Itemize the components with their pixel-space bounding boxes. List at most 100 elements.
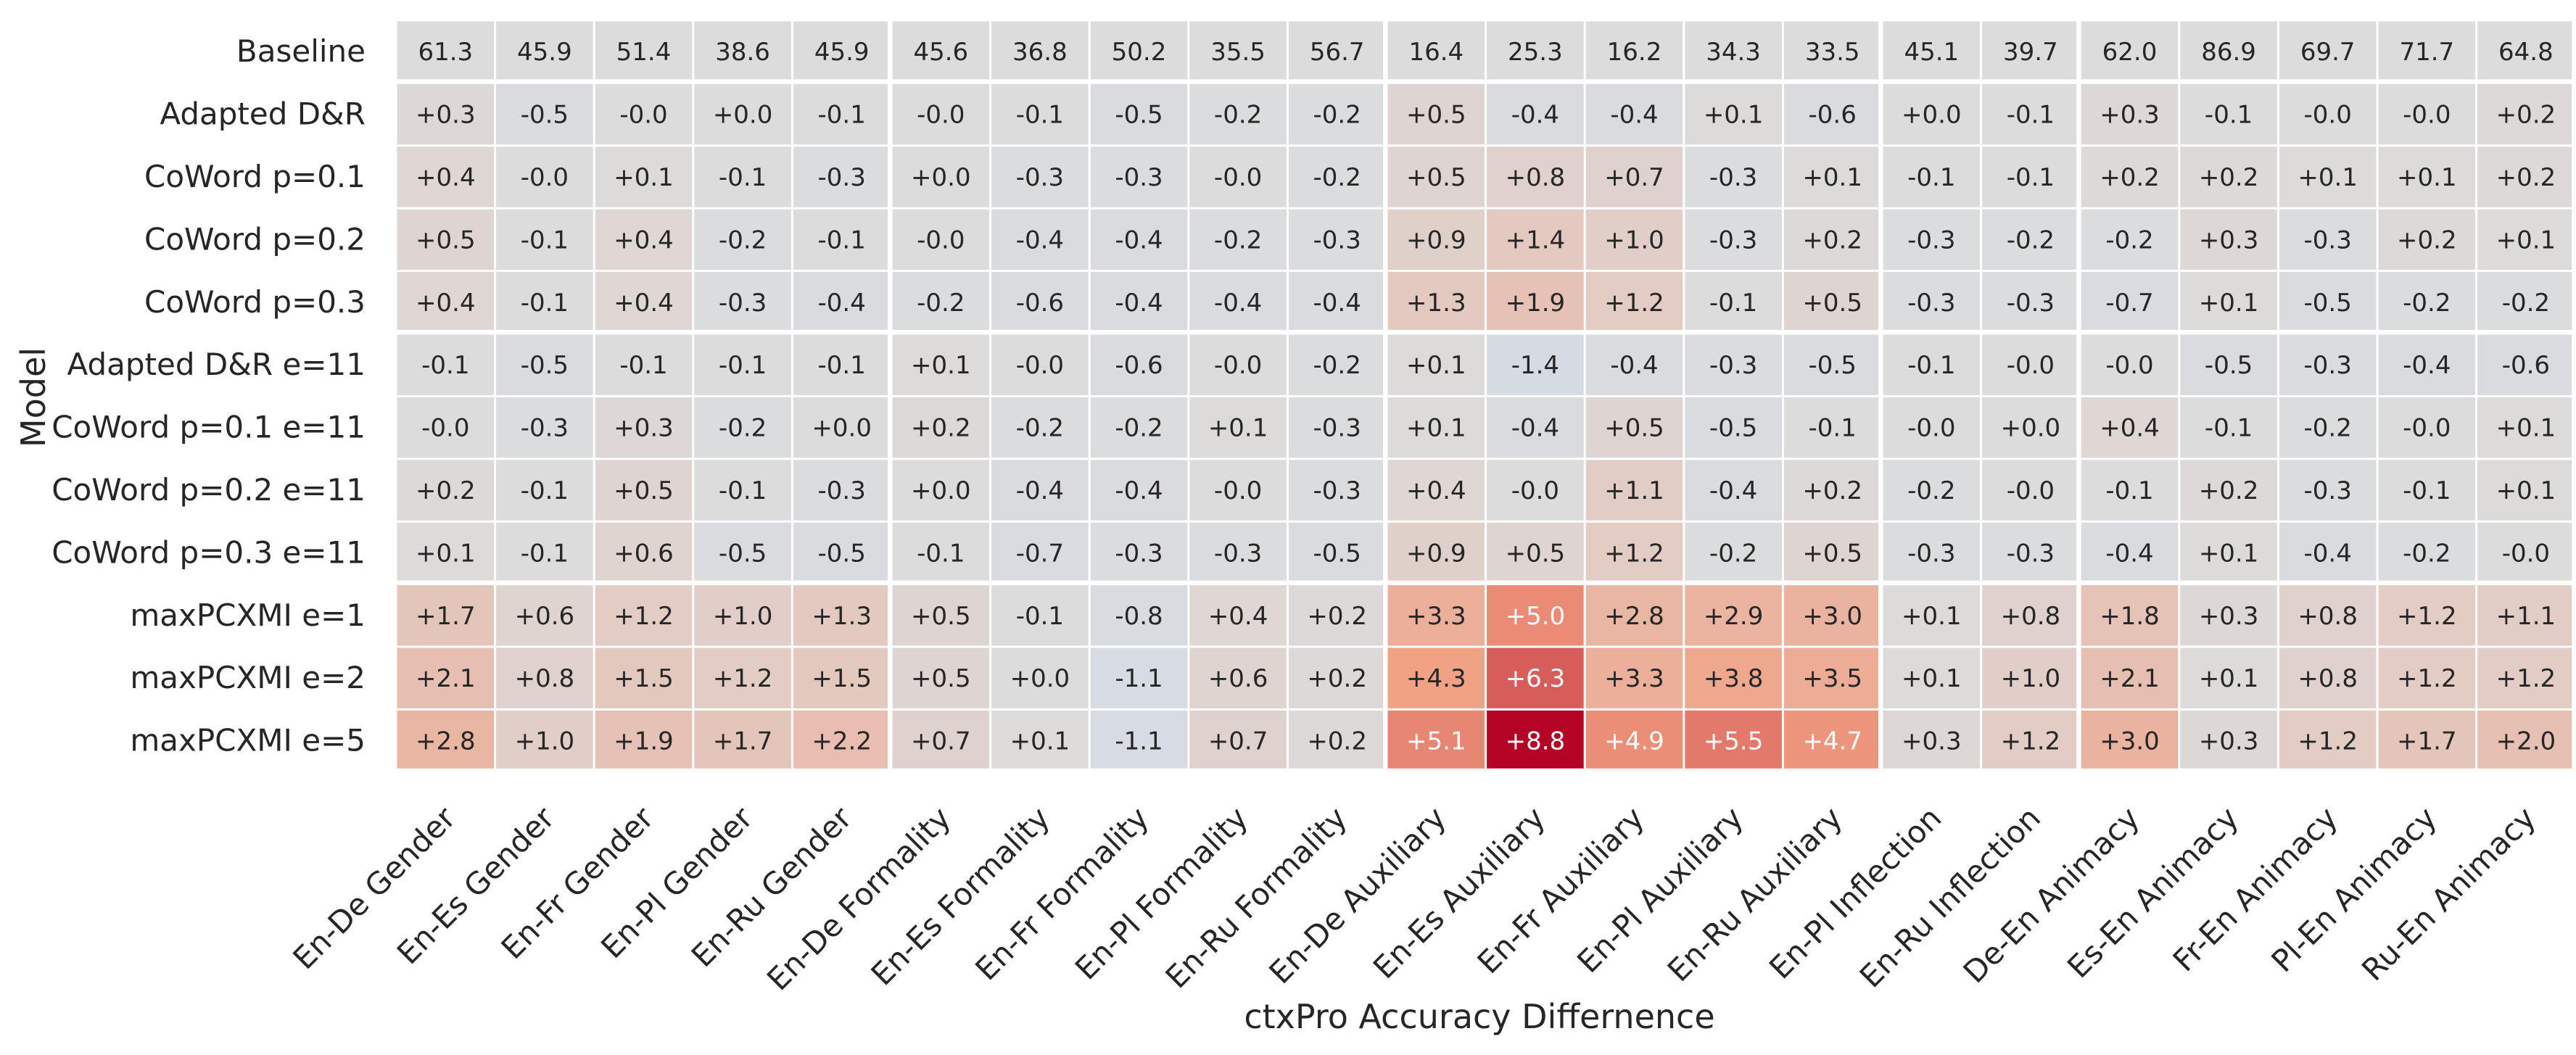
- heatmap-cell: [1685, 585, 1782, 646]
- cell-value-label: -0.2: [1313, 101, 1361, 130]
- cell-value-label: +1.9: [1506, 289, 1566, 318]
- cell-value-label: 16.4: [1408, 38, 1464, 67]
- cell-value-label: -0.4: [1016, 476, 1064, 505]
- heatmap-cell: [892, 648, 990, 708]
- heatmap-cell: [2378, 397, 2476, 458]
- heatmap-cell: [1685, 21, 1782, 80]
- heatmap-cell: [1982, 209, 2077, 270]
- cell-value-label: +0.1: [1802, 163, 1862, 192]
- heatmap-cell: [991, 209, 1089, 270]
- heatmap-cell: [1883, 522, 1981, 581]
- cell-value-label: -0.1: [1907, 351, 1955, 380]
- cell-value-label: -0.3: [818, 163, 866, 192]
- cell-value-label: +0.2: [2100, 163, 2160, 192]
- cell-value-label: +0.5: [1406, 163, 1466, 192]
- cell-value-label: -0.2: [2007, 226, 2055, 255]
- heatmap-cell: [694, 648, 791, 708]
- cell-value-label: +0.0: [2001, 414, 2061, 443]
- heatmap-cell: [1090, 334, 1188, 395]
- heatmap-cell: [1783, 21, 1878, 80]
- heatmap-cell: [2279, 460, 2377, 521]
- heatmap-cell: [1487, 21, 1584, 80]
- heatmap-cell: [1585, 460, 1683, 521]
- cell-value-label: +0.4: [416, 163, 476, 192]
- column-label: En-Pl Inflection: [1762, 800, 1948, 985]
- cell-value-label: -0.1: [2205, 101, 2253, 130]
- cell-value-label: -0.5: [2205, 351, 2253, 380]
- cell-value-label: -0.2: [2403, 289, 2451, 318]
- cell-value-label: -0.4: [2304, 539, 2352, 568]
- cell-value-label: -0.3: [719, 289, 767, 318]
- heatmap-cell: [2279, 146, 2377, 207]
- row-label: Adapted D&R: [160, 96, 366, 132]
- heatmap-cell: [793, 146, 888, 207]
- cell-value-label: +4.9: [1604, 727, 1664, 756]
- cell-value-label: -0.5: [521, 351, 569, 380]
- heatmap-cell: [496, 146, 593, 207]
- heatmap-cell: [1288, 397, 1383, 458]
- heatmap-cell: [1487, 83, 1584, 145]
- cell-value-label: -0.1: [719, 163, 767, 192]
- cell-value-label: +2.2: [812, 727, 872, 756]
- heatmap-cell: [595, 83, 693, 145]
- cell-value-label: +0.1: [1704, 101, 1764, 130]
- heatmap-cell: [595, 522, 693, 581]
- cell-value-label: +1.1: [2496, 602, 2556, 631]
- heatmap-cell: [1189, 460, 1287, 521]
- cell-value-label: +0.8: [2298, 602, 2358, 631]
- row-label: CoWord p=0.3: [144, 284, 366, 320]
- heatmap-cell: [2180, 83, 2277, 145]
- cell-value-label: -0.2: [1907, 476, 1955, 505]
- cell-value-label: +0.5: [416, 226, 476, 255]
- heatmap-cell: [1487, 710, 1584, 769]
- cell-value-label: +0.7: [1208, 727, 1268, 756]
- cell-value-label: +1.5: [812, 664, 872, 693]
- cell-value-label: -0.5: [1809, 351, 1857, 380]
- cell-value-label: -0.2: [1214, 226, 1262, 255]
- cell-value-label: 64.8: [2498, 38, 2554, 67]
- heatmap-cell: [1189, 648, 1287, 708]
- heatmap-cell: [892, 460, 990, 521]
- cell-value-label: -0.3: [818, 476, 866, 505]
- heatmap-cell: [1288, 209, 1383, 270]
- heatmap-cell: [2378, 334, 2476, 395]
- cell-value-label: -0.0: [1907, 414, 1955, 443]
- cell-value-label: 61.3: [418, 38, 473, 67]
- cell-value-label: -0.1: [2205, 414, 2253, 443]
- heatmap-cell: [1982, 460, 2077, 521]
- cell-value-label: +0.2: [416, 476, 476, 505]
- cell-value-label: 45.1: [1904, 38, 1959, 67]
- heatmap-cell: [991, 146, 1089, 207]
- cell-value-label: +0.4: [416, 289, 476, 318]
- heatmap-cell: [1387, 460, 1485, 521]
- heatmap-cell: [2477, 585, 2572, 646]
- cell-value-label: -0.1: [818, 226, 866, 255]
- cell-value-label: +0.3: [2100, 101, 2160, 130]
- heatmap-cell: [1090, 460, 1188, 521]
- heatmap-cell: [1883, 460, 1981, 521]
- heatmap-cell: [397, 21, 495, 80]
- heatmap-cell: [1090, 272, 1188, 330]
- heatmap-cell: [1487, 585, 1584, 646]
- column-label: En-Pl Auxiliary: [1570, 800, 1750, 980]
- heatmap-cell: [1090, 710, 1188, 769]
- heatmap-cell: [595, 21, 693, 80]
- cell-value-label: +0.2: [2496, 163, 2556, 192]
- cell-value-label: -0.3: [2007, 539, 2055, 568]
- heatmap-cell: [892, 710, 990, 769]
- cell-value-label: -0.1: [1907, 163, 1955, 192]
- cell-value-label: -0.3: [1115, 163, 1163, 192]
- cell-value-label: -0.0: [1214, 476, 1262, 505]
- cell-value-label: +0.3: [2199, 727, 2259, 756]
- cell-value-label: +0.1: [2298, 163, 2358, 192]
- cell-value-label: +0.4: [1406, 476, 1466, 505]
- heatmap-cell: [2081, 710, 2179, 769]
- cell-value-label: -0.3: [1313, 226, 1361, 255]
- cell-value-label: +0.5: [1506, 539, 1566, 568]
- heatmap-cell: [397, 460, 495, 521]
- cell-value-label: +8.8: [1506, 727, 1566, 756]
- row-label: CoWord p=0.2: [144, 221, 366, 257]
- heatmap-cell: [1585, 83, 1683, 145]
- heatmap-cell: [496, 21, 593, 80]
- cell-value-label: +0.3: [2199, 602, 2259, 631]
